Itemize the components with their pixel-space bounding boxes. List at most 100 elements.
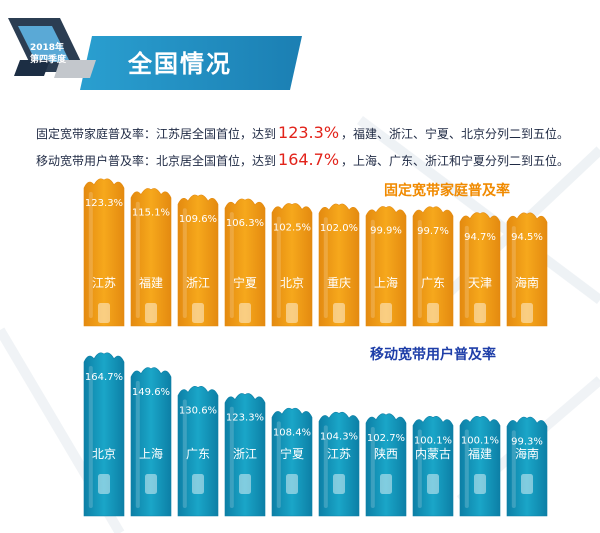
fixed-chart-title: 固定宽带家庭普及率: [384, 183, 510, 199]
mobile-bar-group: 100.1%内蒙古: [412, 416, 454, 517]
mobile-value-label: 149.6%: [132, 387, 170, 398]
mobile-category-label: 北京: [92, 447, 116, 461]
summary-fixed-value: 123.3%: [278, 123, 340, 142]
mobile-bar-shine: [323, 425, 328, 508]
summary-mobile-suffix: ，上海、广东、浙江和宁夏分列二到五位。: [341, 154, 570, 168]
fixed-bar: [271, 203, 313, 327]
mobile-bar-group: 102.7% 陕西: [365, 413, 407, 517]
phone-icon: [521, 303, 533, 323]
summary-mobile-prefix: 移动宽带用户普及率：北京居全国首位，达到: [36, 154, 277, 168]
badge-inner-shape: [18, 26, 70, 62]
mobile-category-label: 内蒙古: [415, 446, 451, 461]
fixed-value-label: 115.1%: [132, 208, 170, 219]
fixed-bar-group: 123.3% 江苏: [83, 178, 125, 327]
fixed-category-label: 上海: [374, 275, 398, 290]
mobile-value-label: 102.7%: [367, 433, 405, 444]
mobile-bar: [177, 386, 219, 517]
mobile-value-label: 104.3%: [320, 431, 358, 442]
fixed-bar-shine: [417, 219, 422, 318]
phone-icon: [474, 474, 486, 494]
fixed-value-label: 99.7%: [417, 226, 449, 237]
fixed-bar: [318, 203, 360, 327]
fixed-value-label: 94.5%: [511, 232, 543, 243]
phone-icon: [192, 303, 204, 323]
fixed-bar: [365, 206, 407, 327]
fixed-bar-shine: [88, 192, 93, 318]
fixed-bar-shine: [370, 219, 375, 318]
fixed-bar-group: 94.5% 海南: [506, 212, 548, 327]
mobile-value-label: 100.1%: [414, 436, 452, 447]
mobile-bar: [271, 407, 313, 517]
fixed-bar: [177, 194, 219, 327]
page-title: 全国情况: [128, 50, 232, 78]
header-graphic: [8, 18, 302, 90]
phone-icon: [521, 474, 533, 494]
fixed-bar-group: 99.7% 广东: [412, 206, 454, 327]
fixed-value-label: 94.7%: [464, 232, 496, 243]
mobile-bar-shine: [276, 421, 281, 508]
summary-fixed: 固定宽带家庭普及率：江苏居全国首位，达到 123.3% ，福建、浙江、宁夏、北京分列…: [36, 123, 569, 142]
mobile-bar-shine: [135, 380, 140, 508]
mobile-bar-shine: [182, 399, 187, 508]
fixed-bar-group: 94.7% 天津: [459, 212, 501, 327]
mobile-value-label: 123.3%: [226, 413, 264, 424]
fixed-category-label: 广东: [421, 276, 445, 290]
fixed-value-label: 102.0%: [320, 223, 358, 234]
fixed-bar-group: 115.1% 福建: [130, 188, 172, 327]
mobile-category-label: 海南: [515, 446, 539, 461]
fixed-bar-group: 99.9% 上海: [365, 206, 407, 327]
mobile-value-label: 99.3%: [511, 436, 543, 447]
mobile-bar-shine: [417, 429, 422, 508]
mobile-bar-group: 123.3% 浙江: [224, 393, 266, 517]
fixed-bar-shine: [323, 217, 328, 318]
mobile-category-label: 浙江: [233, 447, 257, 461]
phone-icon: [192, 474, 204, 494]
phone-icon: [145, 474, 157, 494]
mobile-bar-shine: [511, 430, 516, 508]
fixed-value-label: 123.3%: [85, 198, 123, 209]
fixed-category-label: 重庆: [327, 276, 351, 290]
phone-icon: [239, 303, 251, 323]
phone-icon: [427, 474, 439, 494]
mobile-bar-shine: [370, 426, 375, 508]
mobile-bar-group: 104.3% 江苏: [318, 411, 360, 517]
fixed-bar-group: 102.0% 重庆: [318, 203, 360, 327]
mobile-category-label: 宁夏: [280, 446, 304, 461]
fixed-bar-shine: [229, 212, 234, 318]
mobile-bar-group: 164.7% 北京: [83, 352, 125, 517]
fixed-category-label: 福建: [139, 275, 163, 290]
fixed-bar-shine: [135, 201, 140, 318]
mobile-bar: [459, 416, 501, 517]
mobile-bar: [365, 413, 407, 517]
mobile-value-label: 130.6%: [179, 406, 217, 417]
mobile-value-label: 164.7%: [85, 372, 123, 383]
mobile-category-label: 陕西: [374, 446, 398, 461]
mobile-category-label: 上海: [139, 446, 163, 461]
mobile-bar-shine: [88, 366, 93, 508]
mobile-value-label: 100.1%: [461, 436, 499, 447]
fixed-bar-group: 106.3% 宁夏: [224, 198, 266, 327]
phone-icon: [239, 474, 251, 494]
mobile-category-label: 江苏: [327, 447, 351, 461]
mobile-bar-group: 100.1%福建: [459, 416, 501, 517]
mobile-bar-group: 149.6% 上海: [130, 367, 172, 517]
phone-icon: [98, 303, 110, 323]
fixed-category-label: 浙江: [186, 276, 210, 290]
badge-arrow: [14, 60, 50, 76]
fixed-category-label: 海南: [515, 275, 539, 290]
mobile-bar-shine: [464, 429, 469, 508]
mobile-bar-group: 130.6% 广东: [177, 386, 219, 517]
fixed-category-label: 北京: [280, 276, 304, 290]
fixed-value-label: 102.5%: [273, 223, 311, 234]
fixed-bar-group: 109.6% 浙江: [177, 194, 219, 327]
phone-icon: [286, 474, 298, 494]
phone-icon: [333, 303, 345, 323]
summary-fixed-suffix: ，福建、浙江、宁夏、北京分列二到五位。: [341, 127, 570, 141]
fixed-value-label: 109.6%: [179, 214, 217, 225]
badge-issue: 第四季度: [30, 55, 67, 65]
mobile-bar-shine: [229, 406, 234, 508]
phone-icon: [427, 303, 439, 323]
mobile-bar: [130, 367, 172, 517]
